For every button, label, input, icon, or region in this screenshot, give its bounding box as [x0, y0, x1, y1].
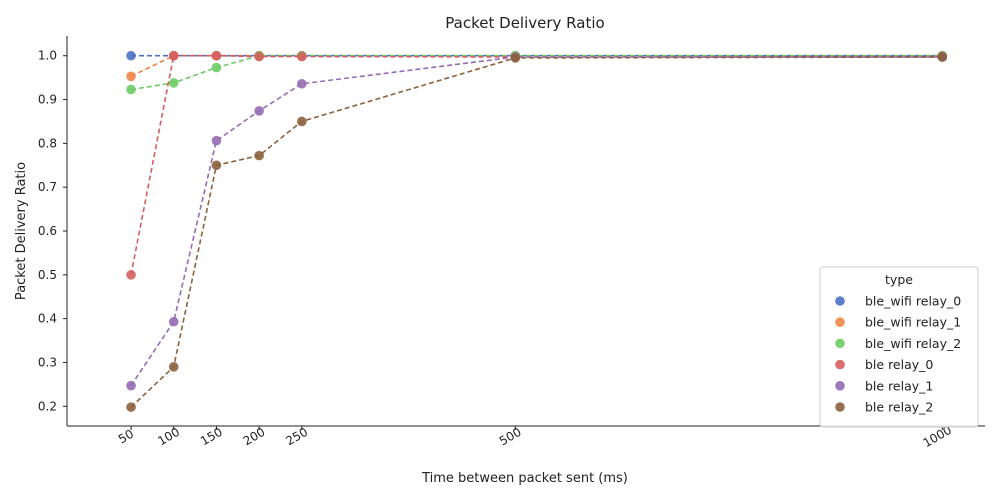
y-tick-label: 1.0 — [38, 49, 57, 63]
data-point — [168, 316, 179, 327]
data-point — [168, 362, 179, 372]
x-tick-label: 50 — [116, 427, 136, 447]
data-point — [168, 78, 179, 88]
data-point — [211, 135, 222, 146]
series-6 — [126, 52, 948, 412]
y-tick-label: 0.3 — [38, 355, 57, 369]
data-point — [126, 50, 136, 61]
legend-label: ble relay_1 — [865, 378, 933, 393]
x-tick-label: 250 — [283, 425, 310, 449]
y-tick-label: 0.9 — [38, 93, 57, 107]
legend-marker — [835, 296, 845, 306]
data-point — [211, 50, 222, 61]
data-point — [297, 116, 307, 127]
data-point — [254, 150, 264, 161]
data-point — [254, 51, 264, 62]
series-layer — [126, 50, 948, 412]
x-axis-title: Time between packet sent (ms) — [421, 471, 628, 486]
legend-label: ble relay_0 — [865, 357, 933, 372]
data-point — [126, 380, 136, 391]
x-tick-label: 200 — [241, 425, 268, 449]
y-tick-label: 0.5 — [38, 268, 57, 282]
y-axis-title: Packet Delivery Ratio — [14, 162, 29, 300]
data-point — [510, 53, 521, 63]
data-point — [126, 84, 136, 95]
y-tick-label: 0.2 — [38, 399, 57, 413]
legend-label: ble_wifi relay_1 — [865, 315, 961, 330]
legend-marker — [835, 338, 845, 349]
data-point — [126, 270, 136, 280]
data-point — [211, 160, 222, 171]
legend-marker — [835, 381, 845, 391]
data-point — [254, 106, 264, 116]
legend-marker — [835, 359, 845, 370]
y-tick-label: 0.6 — [38, 224, 57, 238]
legend-label: ble relay_2 — [865, 400, 933, 415]
series-line — [130, 54, 943, 91]
y-tick-label: 0.7 — [38, 180, 57, 194]
data-point — [168, 50, 179, 61]
legend: type ble_wifi relay_0 ble_wifi relay_1 ble_… — [819, 266, 979, 428]
series-line — [130, 54, 943, 78]
series-4 — [126, 50, 948, 280]
data-point — [126, 402, 136, 412]
x-tick-label: 100 — [155, 425, 182, 449]
legend-box — [819, 266, 979, 428]
legend-marker — [835, 402, 845, 412]
data-point — [211, 62, 222, 73]
legend-marker — [835, 317, 845, 328]
data-point — [297, 51, 307, 62]
x-tick-label: 500 — [497, 425, 524, 449]
series-line — [130, 54, 943, 275]
y-tick-label: 0.8 — [38, 136, 57, 150]
legend-label: ble_wifi relay_2 — [865, 336, 961, 351]
data-point — [937, 52, 948, 62]
legend-title: type — [885, 272, 913, 287]
y-tick-label: 0.4 — [38, 312, 57, 326]
data-point — [126, 71, 136, 82]
legend-label: ble_wifi relay_0 — [865, 294, 961, 309]
data-point — [297, 78, 307, 89]
x-tick-label: 150 — [198, 425, 225, 449]
chart-title: Packet Delivery Ratio — [445, 14, 604, 32]
